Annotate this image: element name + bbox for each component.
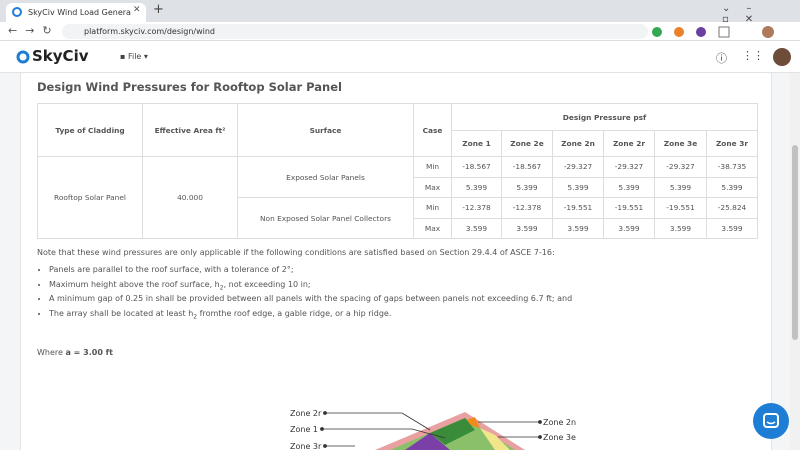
value-cell: -29.327 <box>603 156 655 178</box>
value-cell: 3.599 <box>501 217 553 239</box>
area-cell: 40.000 <box>142 156 238 239</box>
surface-cell: Non Exposed Solar Panel Collectors <box>237 197 414 239</box>
scroll-thumb[interactable] <box>792 145 798 340</box>
value-cell: 3.599 <box>706 217 758 239</box>
zone-header: Zone 2e <box>501 130 553 157</box>
header-cell: Surface <box>237 103 414 157</box>
tab-favicon <box>12 7 22 17</box>
data-row: Rooftop Solar Panel 40.000 Exposed Solar P… <box>37 156 758 239</box>
chat-icon <box>763 413 779 428</box>
value-cell: -12.378 <box>451 197 502 219</box>
value-cell: 3.599 <box>451 217 502 239</box>
data-row: Max 5.399 5.399 5.399 5.399 5.399 5.399 <box>38 176 758 198</box>
surface-cell: Exposed Solar Panels <box>237 156 414 198</box>
where-line: Where a = 3.00 ft <box>37 348 113 357</box>
condition-text: fromthe roof edge, a gable ridge, or a h… <box>197 308 392 318</box>
value-cell: -29.327 <box>654 156 707 178</box>
data-row: Max 3.599 3.599 3.599 3.599 3.599 3.599 <box>38 217 758 239</box>
tab-title: SkyCiv Wind Load Genera <box>28 8 131 17</box>
header-cell: Effective Area ft² <box>142 103 238 157</box>
address-row: ←→↻ platform.skyciv.com/design/wind <box>0 22 800 41</box>
zone-label: Zone 3e <box>543 433 576 442</box>
toolbar-icons[interactable] <box>605 25 800 39</box>
zone-label: Zone 1 <box>290 425 318 434</box>
value-cell: 5.399 <box>654 176 707 198</box>
menu-label: File <box>127 52 142 61</box>
group-header: Design Pressure psf <box>451 103 758 131</box>
file-menu[interactable]: ▪ File ▾ <box>120 52 148 61</box>
zone-header: Zone 3r <box>706 130 758 157</box>
header-cell: Case <box>413 103 452 157</box>
where-label: Where <box>37 348 63 357</box>
nav-buttons[interactable]: ←→↻ <box>8 24 60 37</box>
subscript: 2 <box>193 313 198 321</box>
condition-text: Maximum height above the roof surface, h <box>49 279 220 289</box>
value-cell: 3.599 <box>654 217 707 239</box>
pressure-table: Type of Cladding Effective Area ft² Surfac… <box>37 103 758 239</box>
browser-tab[interactable]: SkyCiv Wind Load Genera <box>6 3 146 22</box>
logo[interactable]: SkyCiv <box>32 47 89 65</box>
case-cell: Min <box>413 156 452 178</box>
window-controls[interactable]: ⌄–▫✕ <box>722 3 770 25</box>
value-cell: -25.824 <box>706 197 758 219</box>
value-cell: -18.567 <box>451 156 502 178</box>
url-bar[interactable]: platform.skyciv.com/design/wind <box>62 24 648 39</box>
header-row: Zone 1 Zone 2e Zone 2n Zone 2r Zone 3e Zone 3… <box>38 130 758 157</box>
value-cell: 5.399 <box>451 176 502 198</box>
conditions-list: Panels are parallel to the roof surface,… <box>37 263 757 321</box>
case-cell: Min <box>413 197 452 219</box>
condition: Maximum height above the roof surface, h… <box>49 278 757 293</box>
value-cell: 3.599 <box>552 217 604 239</box>
condition-text: A minimum gap of 0.25 in shall be provid… <box>49 294 573 303</box>
zone-header: Zone 2r <box>603 130 655 157</box>
condition-text: , not exceeding 10 in; <box>223 279 311 289</box>
tab-close[interactable]: ✕ <box>133 5 141 15</box>
zone-header: Zone 3e <box>654 130 707 157</box>
avatar[interactable] <box>772 47 792 67</box>
header-row: Type of Cladding Effective Area ft² Surfac… <box>37 103 758 157</box>
zone-header: Zone 2n <box>552 130 604 157</box>
zone-label: Zone 2n <box>543 418 576 427</box>
case-cell: Max <box>413 217 452 239</box>
chat-button[interactable] <box>753 403 789 439</box>
value-cell: 3.599 <box>603 217 655 239</box>
where-value: a = 3.00 ft <box>65 348 113 357</box>
app-header: SkyCiv ▪ File ▾ ⓘ ⋮⋮ <box>0 41 800 73</box>
header-cell: Type of Cladding <box>37 103 143 157</box>
subscript: 2 <box>219 284 224 292</box>
url-text: platform.skyciv.com/design/wind <box>84 27 215 36</box>
zone-label: Zone 2r <box>290 409 322 418</box>
condition-text: The array shall be located at least h <box>49 308 194 318</box>
roof-diagram: Zone 2r Zone 1 Zone 3r Zone 2n Zone 3e <box>290 409 576 450</box>
note: Note that these wind pressures are only … <box>37 248 555 257</box>
value-cell: -18.567 <box>501 156 553 178</box>
condition: Panels are parallel to the roof surface,… <box>49 263 757 278</box>
zone-label: Zone 3r <box>290 442 322 450</box>
value-cell: 5.399 <box>603 176 655 198</box>
value-cell: -19.551 <box>552 197 604 219</box>
section-title: Design Wind Pressures for Rooftop Solar … <box>37 80 342 94</box>
condition: The array shall be located at least h2 f… <box>49 307 757 322</box>
apps[interactable]: ⋮⋮ <box>742 49 764 62</box>
value-cell: 5.399 <box>501 176 553 198</box>
value-cell: -29.327 <box>552 156 604 178</box>
value-cell: 5.399 <box>552 176 604 198</box>
help[interactable]: ⓘ <box>716 52 727 65</box>
value-cell: -12.378 <box>501 197 553 219</box>
logo-icon <box>16 50 30 64</box>
tab-bar: SkyCiv Wind Load Genera ✕ + ⌄–▫✕ <box>0 0 800 25</box>
case-cell: Max <box>413 176 452 198</box>
zone-header: Zone 1 <box>451 130 502 157</box>
cladding-cell: Rooftop Solar Panel <box>37 156 143 239</box>
value-cell: -19.551 <box>654 197 707 219</box>
condition-text: Panels are parallel to the roof surface,… <box>49 265 294 274</box>
condition: A minimum gap of 0.25 in shall be provid… <box>49 292 757 307</box>
value-cell: 5.399 <box>706 176 758 198</box>
value-cell: -19.551 <box>603 197 655 219</box>
value-cell: -38.735 <box>706 156 758 178</box>
new-tab[interactable]: + <box>153 2 164 17</box>
